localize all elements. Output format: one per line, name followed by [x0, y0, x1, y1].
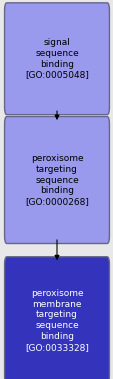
Text: peroxisome
membrane
targeting
sequence
binding
[GO:0033328]: peroxisome membrane targeting sequence b…	[25, 289, 88, 352]
FancyBboxPatch shape	[5, 117, 108, 244]
FancyBboxPatch shape	[5, 3, 108, 114]
FancyBboxPatch shape	[5, 257, 108, 379]
Text: signal
sequence
binding
[GO:0005048]: signal sequence binding [GO:0005048]	[25, 38, 88, 79]
Text: peroxisome
targeting
sequence
binding
[GO:0000268]: peroxisome targeting sequence binding [G…	[25, 154, 88, 206]
